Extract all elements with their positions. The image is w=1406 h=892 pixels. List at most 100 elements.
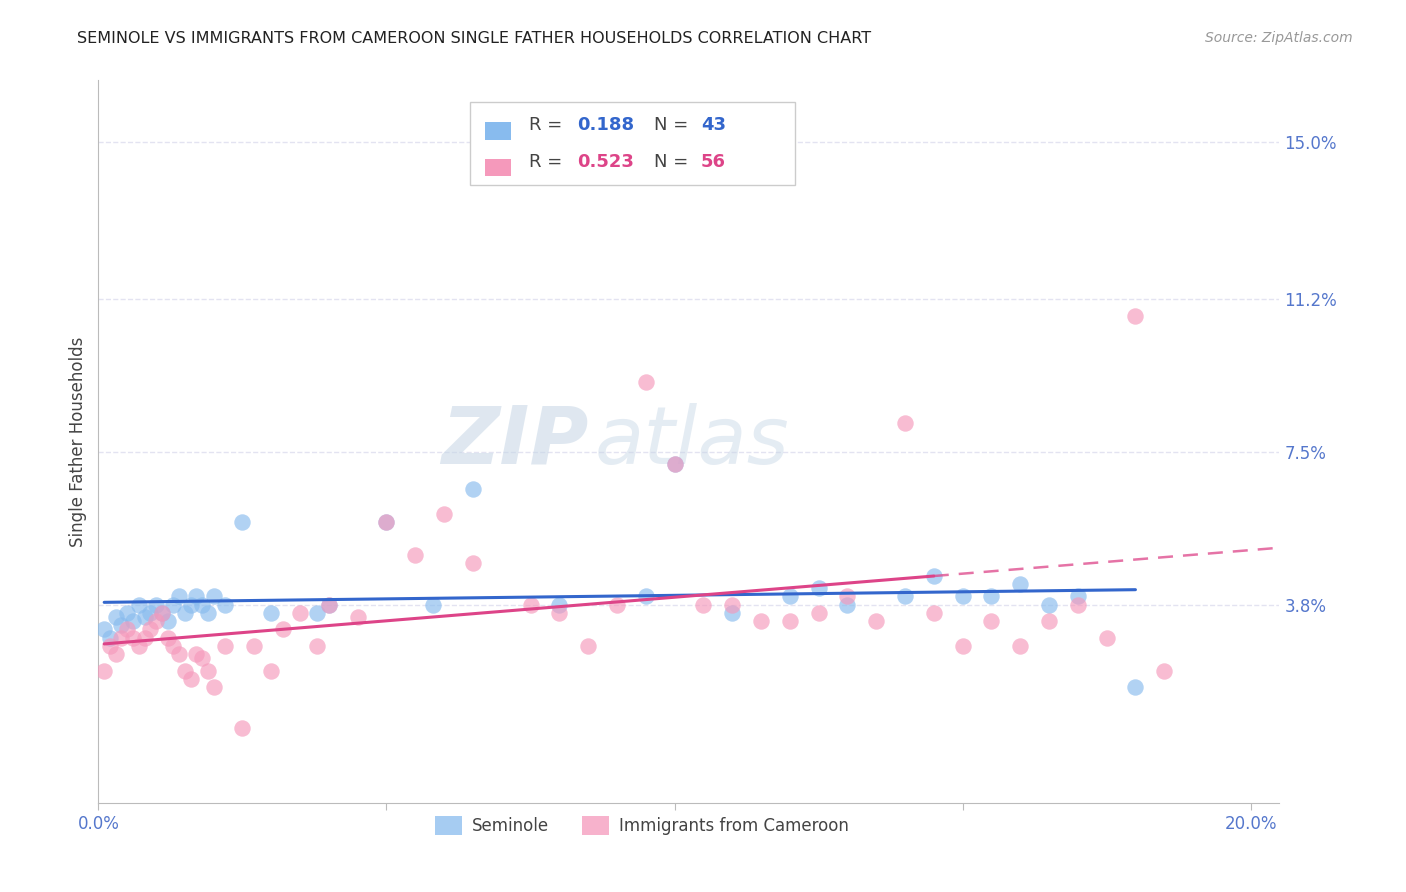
Point bbox=[115, 606, 138, 620]
Point bbox=[922, 568, 945, 582]
Point bbox=[980, 614, 1002, 628]
Point bbox=[519, 598, 541, 612]
Point bbox=[271, 623, 294, 637]
Point bbox=[807, 581, 830, 595]
Point bbox=[197, 664, 219, 678]
Point bbox=[167, 647, 190, 661]
Point bbox=[980, 590, 1002, 604]
Point bbox=[122, 614, 145, 628]
Point bbox=[260, 664, 283, 678]
Point bbox=[145, 598, 167, 612]
Text: N =: N = bbox=[654, 153, 693, 171]
Point bbox=[173, 606, 195, 620]
Point bbox=[1125, 680, 1147, 694]
Point bbox=[180, 598, 202, 612]
Point bbox=[433, 507, 456, 521]
Point bbox=[576, 639, 599, 653]
Point bbox=[894, 590, 917, 604]
Point bbox=[191, 598, 214, 612]
Point bbox=[162, 598, 184, 612]
Point bbox=[139, 623, 162, 637]
Point bbox=[404, 548, 426, 562]
Point bbox=[122, 631, 145, 645]
Point bbox=[865, 614, 887, 628]
Point bbox=[191, 651, 214, 665]
Point bbox=[134, 610, 156, 624]
Point bbox=[214, 598, 236, 612]
Legend: Seminole, Immigrants from Cameroon: Seminole, Immigrants from Cameroon bbox=[429, 809, 855, 841]
Point bbox=[156, 614, 179, 628]
Point bbox=[307, 639, 329, 653]
Point bbox=[162, 639, 184, 653]
Text: SEMINOLE VS IMMIGRANTS FROM CAMEROON SINGLE FATHER HOUSEHOLDS CORRELATION CHART: SEMINOLE VS IMMIGRANTS FROM CAMEROON SIN… bbox=[77, 31, 872, 46]
Text: R =: R = bbox=[530, 116, 568, 134]
Point bbox=[139, 606, 162, 620]
Point bbox=[346, 610, 368, 624]
Point bbox=[93, 664, 115, 678]
Point bbox=[307, 606, 329, 620]
Point bbox=[548, 598, 571, 612]
Point bbox=[110, 618, 132, 632]
Point bbox=[664, 457, 686, 471]
Point bbox=[1038, 598, 1060, 612]
Point bbox=[1038, 614, 1060, 628]
Point bbox=[1067, 590, 1090, 604]
Point bbox=[606, 598, 628, 612]
Point bbox=[1153, 664, 1175, 678]
Point bbox=[318, 598, 340, 612]
Point bbox=[779, 614, 801, 628]
Point bbox=[104, 610, 127, 624]
Text: 0.523: 0.523 bbox=[576, 153, 634, 171]
Point bbox=[634, 590, 657, 604]
Point bbox=[422, 598, 444, 612]
Point bbox=[186, 590, 208, 604]
Point bbox=[288, 606, 311, 620]
Point bbox=[110, 631, 132, 645]
Point bbox=[461, 482, 484, 496]
Point bbox=[173, 664, 195, 678]
Point bbox=[214, 639, 236, 653]
Point bbox=[749, 614, 772, 628]
Point bbox=[98, 639, 121, 653]
Point bbox=[104, 647, 127, 661]
Point bbox=[922, 606, 945, 620]
Point bbox=[156, 631, 179, 645]
Point bbox=[202, 680, 225, 694]
Point bbox=[837, 590, 859, 604]
Point bbox=[167, 590, 190, 604]
Point bbox=[837, 598, 859, 612]
Point bbox=[721, 598, 744, 612]
Point bbox=[186, 647, 208, 661]
Point bbox=[1067, 598, 1090, 612]
Text: Source: ZipAtlas.com: Source: ZipAtlas.com bbox=[1205, 31, 1353, 45]
Point bbox=[243, 639, 266, 653]
Point bbox=[260, 606, 283, 620]
Point bbox=[375, 515, 398, 529]
Point bbox=[115, 623, 138, 637]
Point bbox=[231, 722, 253, 736]
FancyBboxPatch shape bbox=[485, 159, 510, 177]
Point bbox=[1010, 639, 1032, 653]
Point bbox=[98, 631, 121, 645]
Y-axis label: Single Father Households: Single Father Households bbox=[69, 336, 87, 547]
Point bbox=[134, 631, 156, 645]
Text: 43: 43 bbox=[700, 116, 725, 134]
Point bbox=[150, 606, 173, 620]
Point bbox=[231, 515, 253, 529]
Point bbox=[461, 557, 484, 571]
Point bbox=[634, 375, 657, 389]
Point bbox=[197, 606, 219, 620]
Text: 0.188: 0.188 bbox=[576, 116, 634, 134]
Point bbox=[664, 457, 686, 471]
Point bbox=[548, 606, 571, 620]
Point bbox=[93, 623, 115, 637]
Point bbox=[1095, 631, 1118, 645]
Text: 56: 56 bbox=[700, 153, 725, 171]
Point bbox=[375, 515, 398, 529]
Point bbox=[952, 639, 974, 653]
Point bbox=[1125, 309, 1147, 323]
Point bbox=[721, 606, 744, 620]
Point bbox=[128, 639, 150, 653]
Text: R =: R = bbox=[530, 153, 568, 171]
Point bbox=[807, 606, 830, 620]
